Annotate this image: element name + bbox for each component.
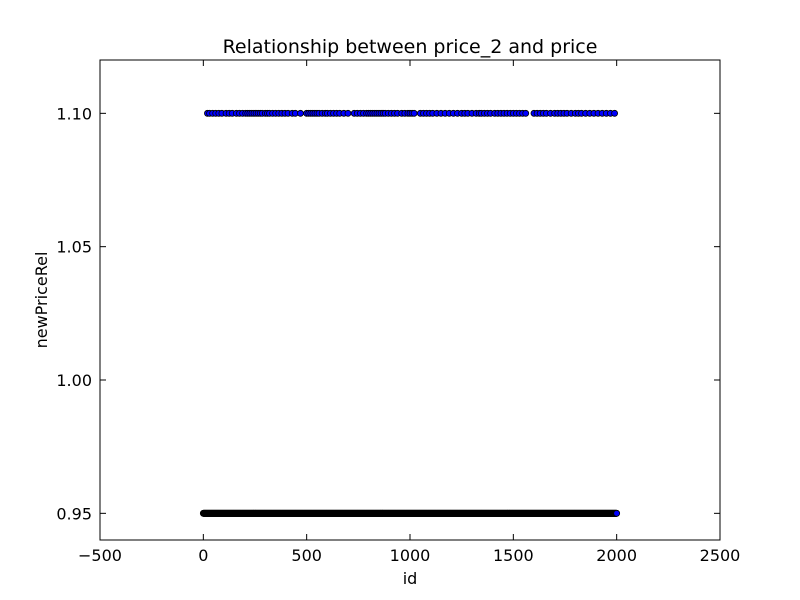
x-tick-label: 0: [198, 546, 208, 565]
x-tick-label: 500: [291, 546, 322, 565]
x-tick-label: 1000: [390, 546, 431, 565]
data-point: [522, 109, 530, 117]
y-tick-label: 0.95: [56, 504, 92, 523]
chart-title: Relationship between price_2 and price: [223, 36, 598, 58]
x-tick-label: 1500: [493, 546, 534, 565]
y-tick-label: 1.05: [56, 238, 92, 257]
x-axis-title: id: [403, 569, 418, 588]
x-tick-label: 2500: [700, 546, 741, 565]
data-point: [613, 509, 621, 517]
x-tick-label: −500: [78, 546, 122, 565]
y-tick-label: 1.00: [56, 371, 92, 390]
y-tick-label: 1.10: [56, 104, 92, 123]
data-point: [344, 109, 352, 117]
y-axis-title: newPriceRel: [32, 252, 51, 349]
points-layer: [199, 109, 621, 517]
data-point: [297, 109, 304, 117]
tick-labels-layer: −500 0 500 1000 1500 2000 2500 0.95 1.00 1.05 1.10: [56, 104, 740, 565]
data-point: [410, 109, 418, 117]
x-tick-label: 2000: [596, 546, 637, 565]
ticks-layer: [99, 60, 721, 540]
data-point: [611, 109, 618, 117]
